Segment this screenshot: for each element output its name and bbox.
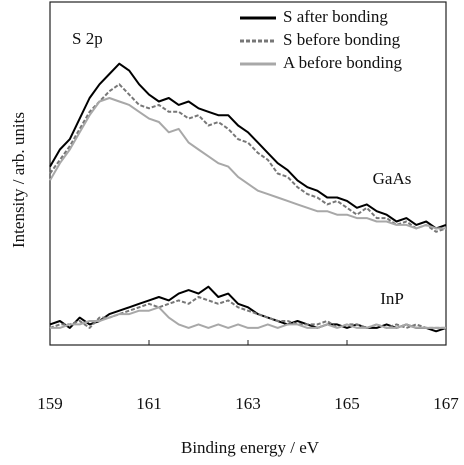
legend-label: A before bonding	[283, 53, 402, 72]
annotation: InP	[380, 289, 404, 308]
series-line	[50, 306, 446, 329]
x-axis-label: Binding energy / eV	[181, 438, 320, 457]
y-axis-label: Intensity / arb. units	[9, 112, 28, 248]
series-line	[49, 62, 447, 230]
x-tick-label: 161	[136, 394, 162, 413]
series-line	[49, 83, 447, 233]
x-tick-label: 163	[235, 394, 261, 413]
x-tick-label: 167	[433, 394, 459, 413]
chart-title: S 2p	[72, 29, 103, 48]
series-line	[49, 97, 446, 230]
series-line	[49, 285, 447, 333]
annotation: GaAs	[373, 169, 412, 188]
x-tick-label: 159	[37, 394, 63, 413]
x-tick-label: 165	[334, 394, 360, 413]
legend-label: S after bonding	[283, 7, 388, 26]
legend-label: S before bonding	[283, 30, 401, 49]
